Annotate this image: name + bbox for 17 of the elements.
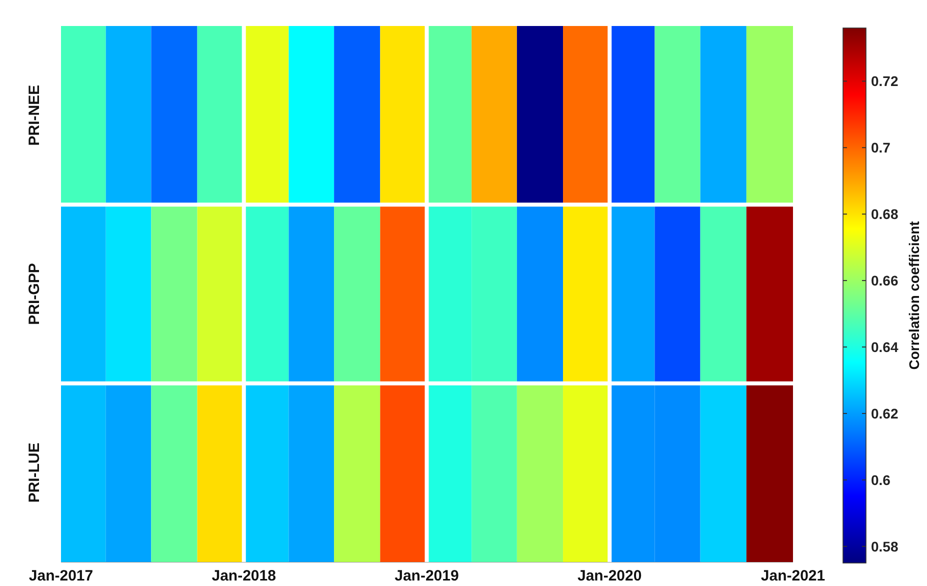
x-tick-label: Jan-2019 xyxy=(394,568,459,585)
color-bar-title: Correlation coefficient xyxy=(906,220,922,370)
y-tick-label: PRI-LUE xyxy=(26,442,43,503)
color-bar-label: 0.72 xyxy=(871,73,898,90)
x-tick-label: Jan-2018 xyxy=(212,568,276,585)
color-bar-label: 0.62 xyxy=(871,405,898,422)
x-tick-label: Jan-2020 xyxy=(578,568,642,585)
color-bar-label: 0.6 xyxy=(871,472,891,488)
x-tick-label: Jan-2021 xyxy=(760,568,826,585)
y-tick-label: PRI-GPP xyxy=(26,263,43,325)
color-bar-label: 0.68 xyxy=(871,206,898,222)
y-tick-label: PRI-NEE xyxy=(26,84,43,146)
x-tick-label: Jan-2017 xyxy=(28,568,94,585)
color-bar-label: 0.7 xyxy=(871,140,891,156)
color-bar-label: 0.64 xyxy=(871,339,898,356)
color-bar-label: 0.58 xyxy=(871,538,898,554)
color-bar-label: 0.66 xyxy=(871,272,898,289)
